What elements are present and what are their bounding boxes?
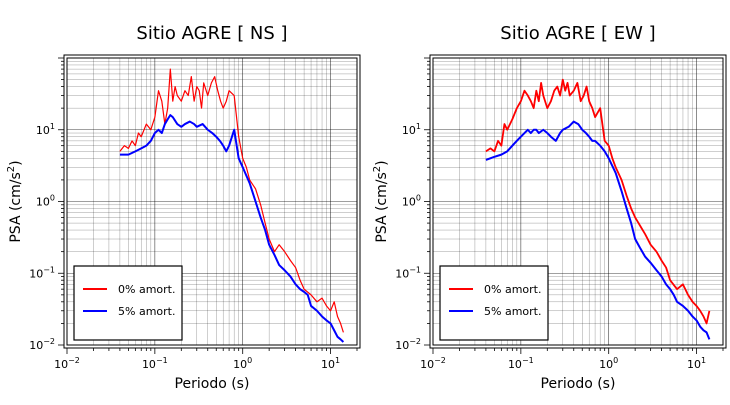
legend-label: 0% amort.	[484, 283, 541, 296]
plot-frame	[66, 57, 358, 346]
legend: 0% amort. 5% amort.	[439, 265, 549, 341]
legend-box	[73, 265, 183, 341]
legend: 0% amort. 5% amort.	[73, 265, 183, 341]
legend-label: 5% amort.	[118, 305, 175, 318]
series-line-red	[119, 68, 344, 333]
x-axis-label: Periodo (s)	[175, 376, 250, 392]
x-tick-label: 100	[599, 356, 618, 371]
x-axis-label: Periodo (s)	[541, 376, 616, 392]
y-axis-label: PSA (cm/s2)	[372, 160, 390, 242]
legend-box	[439, 265, 549, 341]
series-group	[485, 78, 711, 340]
series-line-red	[485, 78, 711, 325]
x-tick-label: 101	[687, 356, 706, 371]
grid	[67, 58, 357, 345]
chart-panel-2: 10−2 10−1 100 101 10−2 10−1 100 101 Sitio AGRE […	[372, 23, 727, 392]
x-tick-label: 10−2	[54, 356, 80, 371]
y-tick-label: 101	[402, 122, 421, 137]
y-tick-label: 101	[36, 122, 55, 137]
chart-panel-1: 10−2 10−1 100 101 10−2 10−1 100 101 Sitio AGRE […	[6, 23, 361, 392]
legend-label: 0% amort.	[118, 283, 175, 296]
y-tick-label: 100	[36, 194, 55, 209]
series-group	[119, 68, 345, 343]
legend-label: 5% amort.	[484, 305, 541, 318]
series-line-blue	[119, 114, 345, 343]
x-tick-label: 10−2	[420, 356, 446, 371]
y-tick-label: 10−1	[395, 265, 421, 280]
y-tick-label: 10−2	[395, 337, 421, 352]
y-tick-label: 10−1	[29, 265, 55, 280]
plot-frame	[432, 57, 724, 346]
x-tick-label: 100	[233, 356, 252, 371]
x-tick-label: 10−1	[142, 356, 168, 371]
chart-title: Sitio AGRE [ NS ]	[136, 23, 287, 44]
series-line-blue	[485, 120, 711, 340]
x-tick-label: 10−1	[508, 356, 534, 371]
y-axis-label: PSA (cm/s2)	[6, 160, 24, 242]
y-tick-label: 100	[402, 194, 421, 209]
x-tick-label: 101	[321, 356, 340, 371]
chart-title: Sitio AGRE [ EW ]	[500, 23, 655, 44]
y-tick-label: 10−2	[29, 337, 55, 352]
